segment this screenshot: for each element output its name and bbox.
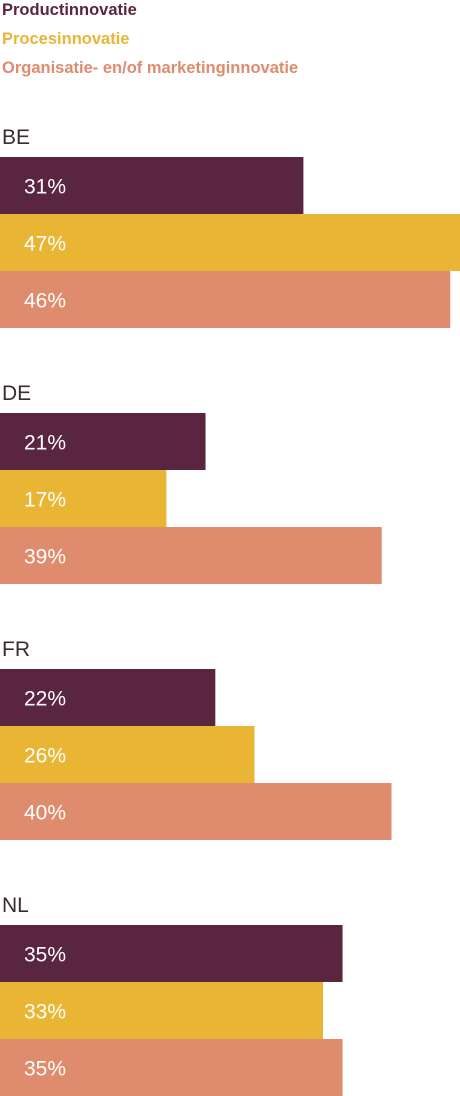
bar-label-fr-series-1: 26% — [24, 745, 66, 768]
bar-label-nl-series-1: 33% — [24, 1001, 66, 1024]
bar-label-nl-series-2: 35% — [24, 1058, 66, 1081]
group-label-be: BE — [2, 126, 30, 149]
bar-label-fr-series-0: 22% — [24, 688, 66, 711]
bar-label-nl-series-0: 35% — [24, 944, 66, 967]
bar-label-de-series-1: 17% — [24, 489, 66, 512]
legend-item-productinnovatie: Productinnovatie — [2, 1, 137, 19]
bar-label-de-series-0: 21% — [24, 432, 66, 455]
bar-label-be-series-1: 47% — [24, 233, 66, 256]
legend-item-procesinnovatie: Procesinnovatie — [2, 30, 130, 48]
group-label-nl: NL — [2, 894, 29, 917]
bar-nl-series-1 — [0, 982, 323, 1039]
bar-nl-series-2 — [0, 1039, 343, 1096]
bar-nl-series-0 — [0, 925, 343, 982]
bar-de-series-0 — [0, 413, 206, 470]
legend-item-organisatie-marketinginnovatie: Organisatie- en/of marketinginnovatie — [2, 59, 299, 77]
legend: Productinnovatie Procesinnovatie Organis… — [2, 0, 298, 87]
bar-de-series-1 — [0, 470, 167, 527]
bar-be-series-2 — [0, 271, 451, 328]
bar-label-de-series-2: 39% — [24, 546, 66, 569]
bar-label-be-series-2: 46% — [24, 290, 66, 313]
bar-de-series-2 — [0, 527, 382, 584]
bar-fr-series-0 — [0, 669, 216, 726]
group-label-de: DE — [2, 382, 31, 405]
bar-label-fr-series-2: 40% — [24, 802, 66, 825]
bar-be-series-0 — [0, 157, 304, 214]
group-label-fr: FR — [2, 638, 30, 661]
bar-fr-series-2 — [0, 783, 392, 840]
bar-label-be-series-0: 31% — [24, 176, 66, 199]
bar-fr-series-1 — [0, 726, 255, 783]
bar-be-series-1 — [0, 214, 460, 271]
